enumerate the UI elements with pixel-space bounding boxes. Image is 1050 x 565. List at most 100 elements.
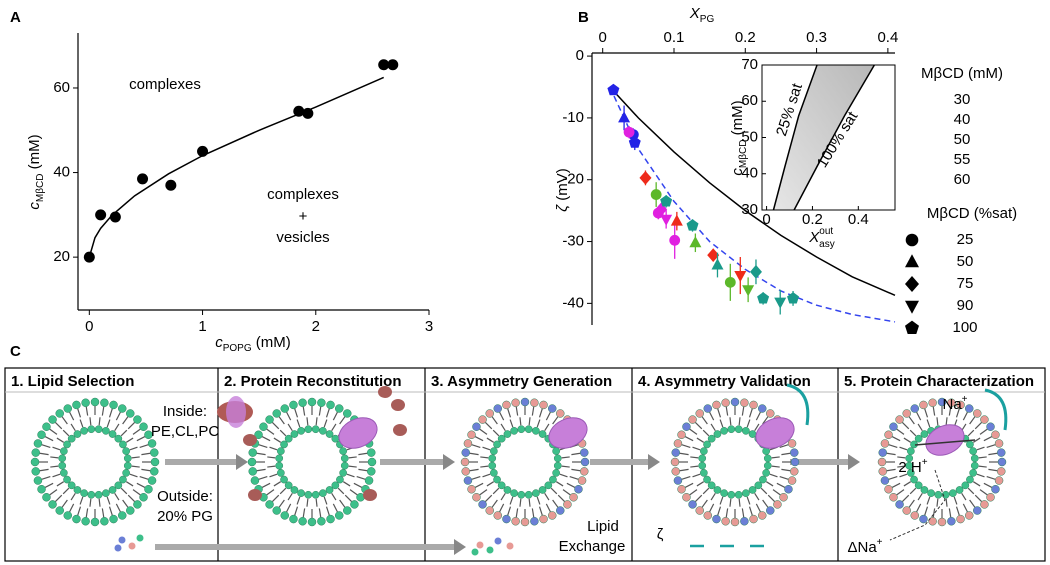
- lipid-tail: [769, 473, 778, 478]
- data-point: [378, 59, 390, 71]
- lipid-tail: [70, 493, 76, 501]
- lipid-tail: [49, 489, 58, 496]
- lipid-tail: [106, 496, 111, 505]
- lipid-head: [117, 511, 127, 520]
- legend-entry: 55: [954, 151, 971, 168]
- lipid-head: [319, 427, 327, 435]
- marker: [607, 83, 620, 96]
- lipid-head: [742, 427, 750, 435]
- lipid-tail: [492, 429, 500, 437]
- lipid-head: [688, 500, 697, 509]
- lipid-head: [367, 448, 376, 457]
- ion-sup: +: [962, 394, 968, 405]
- lipid-tail: [897, 465, 906, 468]
- lipid-head: [284, 481, 293, 490]
- lipid-tail: [556, 481, 564, 487]
- marker: [749, 264, 762, 279]
- lipid-tail: [480, 465, 489, 468]
- lipid-head: [773, 500, 782, 509]
- lipid-tail: [471, 475, 481, 480]
- x-tick-label: 2: [312, 318, 320, 335]
- lipid-tail: [701, 416, 708, 425]
- y-tick-label: -10: [562, 109, 584, 126]
- lipid-tail: [337, 487, 345, 495]
- lipid-head: [553, 461, 562, 470]
- curved-arrow: [786, 383, 810, 426]
- lipid-head: [58, 454, 67, 463]
- arrow-head: [236, 454, 248, 470]
- axis-label: cPOPG (mM): [215, 334, 291, 354]
- legend-title: MβCD (%sat): [927, 205, 1017, 222]
- lipid-tail: [507, 408, 512, 418]
- label-sub: POPG: [223, 343, 252, 354]
- lipid-tail: [779, 444, 789, 449]
- lipid-head: [784, 484, 793, 494]
- lipid-tail: [129, 473, 138, 478]
- lipid-tail: [131, 456, 140, 459]
- lipid-tail: [932, 406, 936, 416]
- lipid-head: [749, 400, 758, 410]
- lipid-head: [552, 469, 560, 477]
- y-tick-label: -20: [562, 171, 584, 188]
- lipid-tail: [754, 493, 760, 501]
- y-tick-label: -40: [562, 294, 584, 311]
- lipid-head: [895, 415, 904, 424]
- lipid-tail: [932, 508, 936, 518]
- lipid-head: [994, 476, 1004, 485]
- lipid-head: [72, 400, 81, 410]
- lipid-head: [889, 493, 898, 502]
- lipid-tail: [988, 452, 998, 456]
- lipid-head: [920, 430, 929, 438]
- lipid-tail: [924, 408, 929, 418]
- legend-title: MβCD (mM): [921, 65, 1003, 82]
- lipid-head: [461, 448, 470, 457]
- lipid-tail: [348, 456, 357, 459]
- lipid-head: [139, 493, 148, 502]
- lipid-tail: [325, 408, 330, 418]
- lipid-head: [123, 461, 132, 470]
- lipid-head: [994, 439, 1004, 448]
- lipid-tail: [269, 446, 278, 451]
- lipid-tail: [471, 444, 481, 449]
- axis-label: cMβCD (mM): [729, 100, 749, 175]
- lipid-head: [275, 461, 284, 470]
- lipid-head: [966, 475, 974, 484]
- lipid-head: [33, 476, 43, 485]
- lipid-tail: [98, 417, 101, 426]
- lipid-tail: [945, 498, 948, 507]
- lipid-head: [934, 490, 943, 499]
- lipid-head: [331, 434, 340, 443]
- ion-arrow: [914, 439, 976, 446]
- lipid-tail: [302, 406, 306, 416]
- lipid-tail: [318, 508, 322, 518]
- lipid-tail: [741, 508, 745, 518]
- axis-label: cMβCD (mM): [26, 134, 46, 209]
- lipid-tail: [978, 465, 987, 468]
- lipid-head: [42, 493, 51, 502]
- lipid-head: [532, 427, 540, 435]
- diagram-text: Lipid: [587, 518, 619, 535]
- lipid-head: [973, 506, 982, 515]
- lipid-head: [307, 517, 317, 527]
- label-unit: (mM): [729, 100, 746, 139]
- lipid-head: [317, 398, 326, 407]
- lipid-tail: [901, 494, 910, 503]
- x-tick-label: 1: [198, 318, 206, 335]
- lipid-tail: [709, 503, 715, 513]
- lipid-head: [749, 514, 758, 524]
- lipid-head: [31, 467, 40, 476]
- lipid-head: [67, 434, 76, 443]
- lipid-tail: [916, 503, 922, 513]
- lipid-tail: [339, 499, 346, 508]
- lipid-tail: [771, 456, 780, 459]
- lipid-tail: [528, 417, 531, 426]
- lipid-cluster: [506, 542, 514, 550]
- lipid-head: [947, 398, 956, 407]
- lipid-head: [552, 447, 560, 455]
- ion-label: 2 H+: [898, 457, 927, 476]
- lipid-tail: [903, 437, 911, 443]
- lipid-head: [748, 486, 757, 494]
- lipid-tail: [306, 498, 309, 507]
- lipid-head: [147, 439, 157, 448]
- lipid-head: [517, 425, 526, 434]
